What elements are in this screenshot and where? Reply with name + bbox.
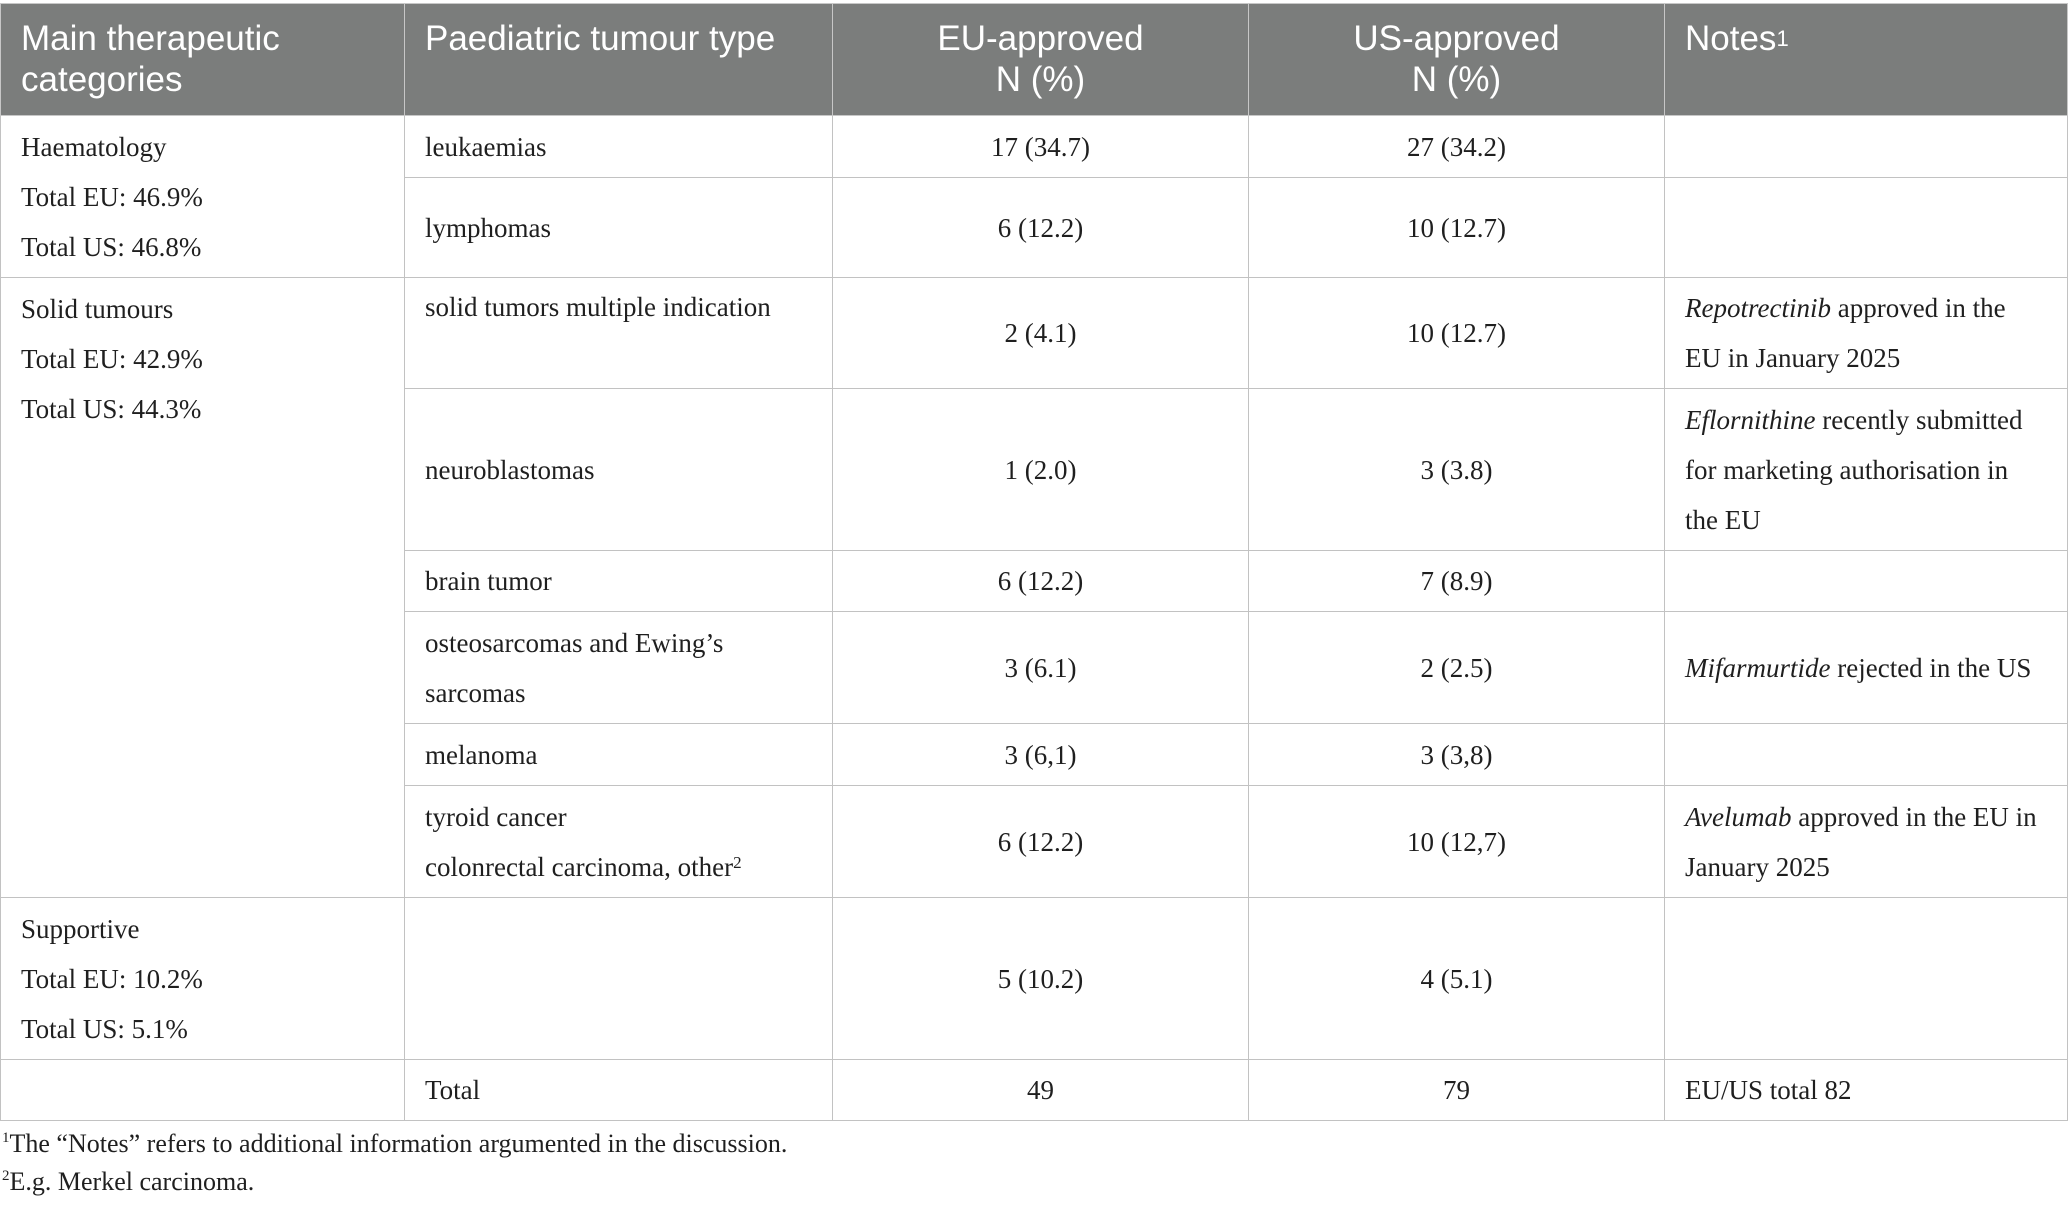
table-row: Haematology Total EU: 46.9% Total US: 46… <box>0 115 2068 278</box>
us-value: 3 (3,8) <box>1248 723 1665 786</box>
header-notes-label: Notes <box>1685 19 1777 58</box>
eu-value: 3 (6.1) <box>832 611 1249 724</box>
note <box>1664 550 2068 612</box>
eu-value: 1 (2.0) <box>832 388 1249 551</box>
note-drug-name: Mifarmurtide <box>1685 652 1831 683</box>
footnote-2-text: E.g. Merkel carcinoma. <box>9 1167 255 1196</box>
note: Repotrectinib approved in the EU in Janu… <box>1664 277 2068 389</box>
header-us-line2: N (%) <box>1411 60 1502 99</box>
table-row: melanoma 3 (6,1) 3 (3,8) <box>1 723 2068 786</box>
us-total: 79 <box>1248 1059 1665 1121</box>
total-label: Total <box>404 1059 833 1121</box>
tumour-type-line2: colonrectal carcinoma, other <box>425 851 734 882</box>
footnote-mark: 2 <box>733 852 742 872</box>
header-paediatric-tumour-type: Paediatric tumour type <box>404 3 833 116</box>
note-text: approved in the EU in January 2025 <box>1685 293 2006 373</box>
note <box>1664 115 2068 178</box>
us-value: 4 (5.1) <box>1248 897 1665 1060</box>
note: Eflornithine recently submitted for mark… <box>1664 388 2068 551</box>
category-total-eu: Total EU: 46.9% <box>21 182 203 212</box>
note-text: recently submitted for marketing authori… <box>1685 404 2023 535</box>
header-main-therapeutic-categories: Main therapeutic categories <box>0 3 405 116</box>
header-row: Main therapeutic categories Paediatric t… <box>0 3 2068 116</box>
header-us-line1: US-approved <box>1353 19 1560 58</box>
category-name: Solid tumours <box>21 294 174 324</box>
category-empty <box>0 1059 405 1121</box>
table-row: Supportive Total EU: 10.2% Total US: 5.1… <box>0 897 2068 1060</box>
eu-value: 6 (12.2) <box>832 177 1249 278</box>
table-row: brain tumor 6 (12.2) 7 (8.9) <box>1 550 2068 612</box>
category-name: Supportive <box>21 914 140 944</box>
category-total-us: Total US: 44.3% <box>21 394 202 424</box>
eu-total: 49 <box>832 1059 1249 1121</box>
approvals-table: Main therapeutic categories Paediatric t… <box>0 3 2068 1121</box>
note-drug-name: Avelumab <box>1685 801 1792 832</box>
eu-value: 3 (6,1) <box>832 723 1249 786</box>
header-notes-footnote-mark: 1 <box>1776 26 1789 51</box>
us-value: 27 (34.2) <box>1248 115 1665 178</box>
footnote-2: 2E.g. Merkel carcinoma. <box>2 1163 787 1201</box>
note <box>1664 723 2068 786</box>
note-drug-name: Eflornithine <box>1685 404 1816 435</box>
category-total-us: Total US: 46.8% <box>21 232 202 262</box>
table-row: osteosarcomas and Ewing’s sarcomas 3 (6.… <box>1 611 2068 724</box>
us-value: 2 (2.5) <box>1248 611 1665 724</box>
footnote-2-mark: 2 <box>2 1168 10 1184</box>
eu-value: 2 (4.1) <box>832 277 1249 389</box>
tumour-type: neuroblastomas <box>404 388 833 551</box>
eu-value: 6 (12.2) <box>832 785 1249 898</box>
us-value: 3 (3.8) <box>1248 388 1665 551</box>
footnote-1-text: The “Notes” refers to additional informa… <box>9 1129 788 1158</box>
footnote-1: 1The “Notes” refers to additional inform… <box>2 1125 787 1163</box>
tumour-type <box>404 897 833 1060</box>
note-drug-name: Repotrectinib <box>1685 293 1831 323</box>
eu-value: 5 (10.2) <box>832 897 1249 1060</box>
table-container: Main therapeutic categories Paediatric t… <box>0 3 2068 1121</box>
category-total-eu: Total EU: 42.9% <box>21 344 203 374</box>
tumour-type: osteosarcomas and Ewing’s sarcomas <box>404 611 833 724</box>
total-note: EU/US total 82 <box>1664 1059 2068 1121</box>
tumour-type-line1: tyroid cancer <box>425 801 567 832</box>
category-total-eu: Total EU: 10.2% <box>21 964 203 994</box>
us-value: 10 (12.7) <box>1248 177 1665 278</box>
us-value: 10 (12.7) <box>1248 277 1665 389</box>
header-eu-approved: EU-approved N (%) <box>832 3 1249 116</box>
table-row: neuroblastomas 1 (2.0) 3 (3.8) Eflornith… <box>1 388 2068 551</box>
eu-value: 17 (34.7) <box>832 115 1249 178</box>
total-row: Total 49 79 EU/US total 82 <box>0 1059 2068 1121</box>
tumour-type: lymphomas <box>404 177 833 278</box>
tumour-type: solid tumors multiple indication <box>404 277 833 389</box>
tumour-type: brain tumor <box>404 550 833 612</box>
us-value: 10 (12,7) <box>1248 785 1665 898</box>
note: Mifarmurtide rejected in the US <box>1664 611 2068 724</box>
category-total-us: Total US: 5.1% <box>21 1014 188 1044</box>
tumour-type: tyroid cancer colonrectal carcinoma, othe… <box>404 785 833 898</box>
table-row: Solid tumours Total EU: 42.9% Total US: … <box>0 277 2068 898</box>
note <box>1664 177 2068 278</box>
category-solid-tumours: Solid tumours Total EU: 42.9% Total US: … <box>0 277 405 898</box>
tumour-type: melanoma <box>404 723 833 786</box>
footnotes: 1The “Notes” refers to additional inform… <box>2 1125 787 1201</box>
tumour-type: leukaemias <box>404 115 833 178</box>
category-haematology: Haematology Total EU: 46.9% Total US: 46… <box>0 115 405 278</box>
us-value: 7 (8.9) <box>1248 550 1665 612</box>
header-eu-line1: EU-approved <box>937 19 1144 58</box>
note-text: approved in the EU in January 2025 <box>1685 801 2037 882</box>
category-supportive: Supportive Total EU: 10.2% Total US: 5.1… <box>0 897 405 1060</box>
note-text: rejected in the US <box>1830 652 2032 683</box>
footnote-1-mark: 1 <box>2 1130 10 1146</box>
header-notes: Notes1 <box>1664 3 2068 116</box>
header-us-approved: US-approved N (%) <box>1248 3 1665 116</box>
header-eu-line2: N (%) <box>995 60 1086 99</box>
note: Avelumab approved in the EU in January 2… <box>1664 785 2068 898</box>
eu-value: 6 (12.2) <box>832 550 1249 612</box>
note <box>1664 897 2068 1060</box>
category-name: Haematology <box>21 132 167 162</box>
